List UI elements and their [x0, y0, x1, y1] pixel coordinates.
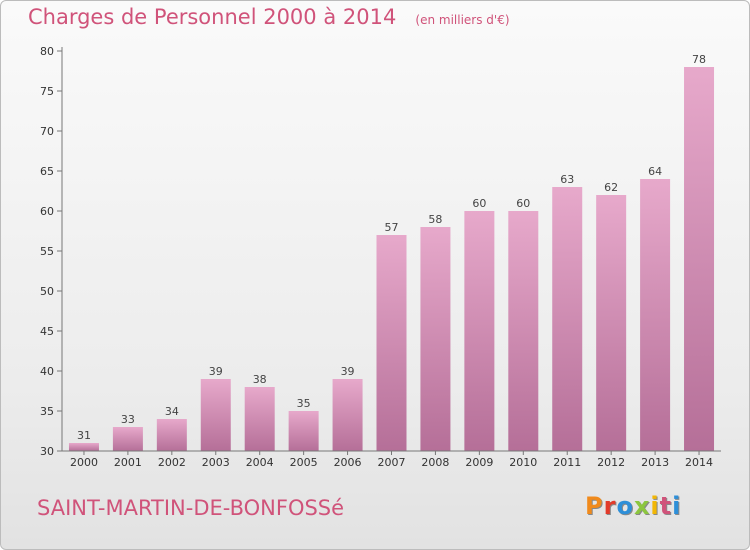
bar[interactable] — [112, 427, 143, 451]
bar[interactable] — [376, 235, 407, 451]
y-tick-label: 45 — [40, 325, 54, 338]
x-tick-label: 2009 — [465, 456, 493, 469]
x-tick-label: 2007 — [378, 456, 406, 469]
x-tick-label: 2001 — [114, 456, 142, 469]
bar[interactable] — [640, 179, 671, 451]
x-tick-label: 2010 — [509, 456, 537, 469]
data-label: 33 — [121, 413, 135, 426]
brand-logo-letter: o — [616, 492, 634, 520]
y-tick-label: 35 — [40, 405, 54, 418]
data-label: 78 — [692, 53, 706, 66]
x-tick-label: 2008 — [421, 456, 449, 469]
x-tick-label: 2011 — [553, 456, 581, 469]
bar[interactable] — [464, 211, 495, 451]
bar[interactable] — [156, 419, 187, 451]
place-name: SAINT-MARTIN-DE-BONFOSSé — [37, 496, 345, 520]
data-label: 58 — [428, 213, 442, 226]
x-tick-label: 2003 — [202, 456, 230, 469]
data-label: 34 — [165, 405, 179, 418]
x-tick-label: 2002 — [158, 456, 186, 469]
x-tick-label: 2006 — [334, 456, 362, 469]
bar[interactable] — [552, 187, 583, 451]
x-tick-label: 2014 — [685, 456, 713, 469]
title-row: Charges de Personnel 2000 à 2014 (en mil… — [28, 5, 510, 29]
data-label: 60 — [516, 197, 530, 210]
x-axis: 2000 2001 2002 2003 2004 2005 2006 2007 2008 2009… — [62, 450, 721, 469]
data-label: 38 — [253, 373, 267, 386]
y-tick-label: 30 — [40, 445, 54, 458]
data-label: 63 — [560, 173, 574, 186]
brand-logo-letter: P — [585, 492, 604, 520]
brand-logo-letter: x — [633, 492, 651, 520]
data-label: 35 — [297, 397, 311, 410]
bar[interactable] — [596, 195, 627, 451]
y-tick-label: 60 — [40, 205, 54, 218]
brand-logo[interactable]: Proxiti — [585, 492, 681, 520]
y-axis: 30 35 40 45 50 55 60 65 70 75 80 — [40, 45, 63, 458]
x-tick-label: 2013 — [641, 456, 669, 469]
bar[interactable] — [288, 411, 319, 451]
chart-title: Charges de Personnel 2000 à 2014 — [28, 5, 397, 29]
y-tick-label: 80 — [40, 45, 54, 58]
x-tick-label: 2012 — [597, 456, 625, 469]
data-label: 31 — [77, 429, 91, 442]
bar[interactable] — [420, 227, 451, 451]
y-tick-label: 75 — [40, 85, 54, 98]
bar[interactable] — [200, 379, 231, 451]
y-tick-label: 65 — [40, 165, 54, 178]
data-label: 62 — [604, 181, 618, 194]
chart-subtitle: (en milliers d'€) — [415, 13, 510, 27]
bar[interactable] — [244, 387, 275, 451]
y-tick-label: 70 — [40, 125, 54, 138]
x-tick-label: 2000 — [70, 456, 98, 469]
data-label: 39 — [341, 365, 355, 378]
brand-logo-letter: i — [650, 492, 660, 520]
x-tick-label: 2004 — [246, 456, 274, 469]
brand-logo-letter: t — [659, 492, 673, 520]
bar[interactable] — [508, 211, 539, 451]
bars-group: 31 33 34 39 38 35 39 57 58 60 60 63 62 64 78 — [68, 53, 715, 451]
x-tick-label: 2005 — [290, 456, 318, 469]
brand-logo-letter: r — [603, 492, 617, 520]
data-label: 60 — [472, 197, 486, 210]
data-label: 39 — [209, 365, 223, 378]
bar[interactable] — [332, 379, 363, 451]
bar[interactable] — [68, 443, 99, 451]
y-tick-label: 55 — [40, 245, 54, 258]
y-tick-label: 50 — [40, 285, 54, 298]
data-label: 57 — [385, 221, 399, 234]
brand-logo-letter: i — [672, 492, 682, 520]
data-label: 64 — [648, 165, 662, 178]
bar[interactable] — [684, 67, 715, 451]
y-tick-label: 40 — [40, 365, 54, 378]
